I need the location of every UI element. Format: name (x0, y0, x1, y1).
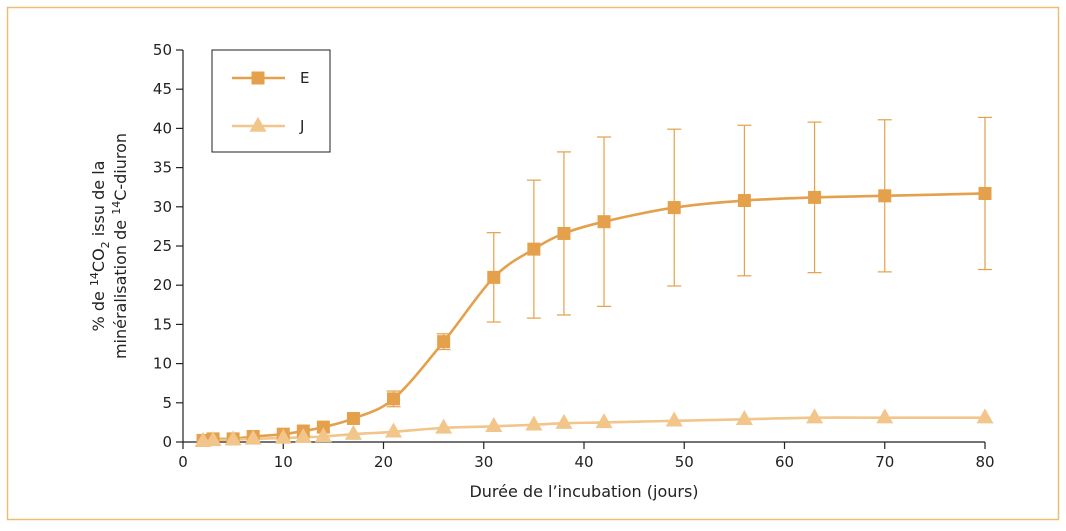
series-j-point (224, 430, 242, 446)
x-tick-label-80: 80 (975, 453, 994, 471)
y-tick-label-20: 20 (153, 276, 172, 294)
series-lines (202, 192, 986, 443)
series-j-point (344, 424, 362, 440)
series-j-point (274, 428, 292, 444)
y-tick-label-25: 25 (153, 237, 172, 255)
series-j-point (806, 408, 824, 424)
x-tick-label-0: 0 (178, 453, 188, 471)
x-tick-label-10: 10 (274, 453, 293, 471)
figure-border (6, 6, 1060, 521)
series-e-point (316, 420, 330, 434)
series-e-point (437, 335, 451, 349)
series-markers (194, 186, 994, 447)
y-tick-label-35: 35 (153, 159, 172, 177)
series-j-point (525, 415, 543, 431)
series-j-point (665, 411, 683, 427)
series-e-point (737, 194, 751, 208)
series-j-point (294, 427, 312, 443)
series-j-point (314, 427, 332, 443)
x-tick-label-60: 60 (775, 453, 794, 471)
series-j-point (435, 418, 453, 434)
legend-marker (249, 116, 267, 132)
series-e-point (387, 392, 401, 406)
series-e-point (527, 242, 541, 256)
series-j-point (876, 408, 894, 424)
series-e-point (346, 411, 360, 425)
series-e-line (202, 192, 986, 442)
series-e-point (597, 215, 611, 229)
series-e-point (667, 201, 681, 215)
y-tick-label-5: 5 (162, 394, 172, 412)
series-e-point (978, 186, 992, 200)
series-j-point (976, 408, 994, 424)
series-e-point (878, 189, 892, 203)
legend-label: J (299, 117, 304, 135)
x-tick-label-20: 20 (374, 453, 393, 471)
x-axis-title: Durée de l’incubation (jours) (469, 482, 698, 501)
legend-label: E (300, 69, 309, 87)
legend-box (211, 49, 331, 153)
y-tick-label-15: 15 (153, 315, 172, 333)
y-axis-title-line1: % de 14CO2 issu de la (88, 161, 112, 332)
y-axis-title-line2: minéralisation de 14C-diuron (110, 133, 130, 359)
y-tick-label-45: 45 (153, 80, 172, 98)
x-tick-label-40: 40 (574, 453, 593, 471)
series-j-point (204, 431, 222, 447)
series-j-point (735, 409, 753, 425)
legend-item-e: E (232, 69, 309, 87)
legend: EJ (211, 49, 331, 153)
series-e-point (487, 270, 501, 284)
legend-items: EJ (232, 69, 309, 135)
y-tick-label-0: 0 (162, 433, 172, 451)
error-bars (386, 116, 992, 408)
axis-ticks: 0 5 10 15 20 25 30 35 40 45 50 0 10 20 30 40 50 60 70 80 (153, 41, 995, 471)
series-e-point (808, 190, 822, 204)
series-j-point (385, 422, 403, 438)
y-tick-label-50: 50 (153, 41, 172, 59)
series-j-point (595, 413, 613, 429)
series-j-point (555, 413, 573, 429)
legend-marker (251, 71, 265, 85)
legend-item-j: J (232, 116, 304, 135)
y-axis-title: % de 14CO2 issu de la minéralisation de … (88, 133, 130, 359)
series-e-point (557, 226, 571, 240)
y-tick-label-10: 10 (153, 355, 172, 373)
x-tick-label-70: 70 (875, 453, 894, 471)
x-tick-label-50: 50 (675, 453, 694, 471)
series-j-point (485, 417, 503, 433)
series-j-point (244, 429, 262, 445)
x-tick-label-30: 30 (474, 453, 493, 471)
y-tick-label-30: 30 (153, 198, 172, 216)
y-tick-label-40: 40 (153, 119, 172, 137)
